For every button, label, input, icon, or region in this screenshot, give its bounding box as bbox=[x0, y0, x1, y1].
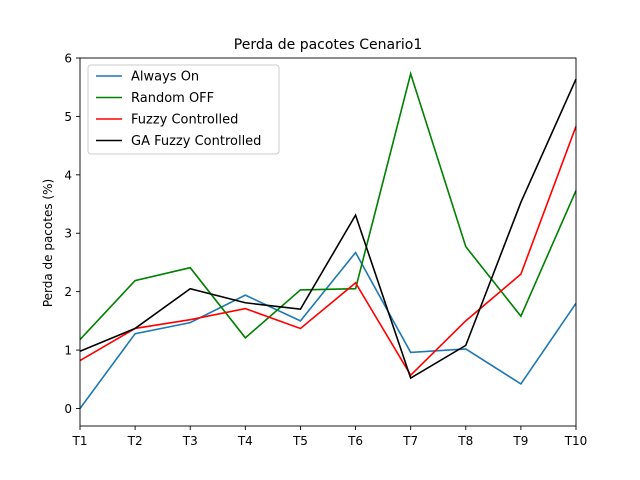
axes: T1 T2 T3 T4 T5 T6 T7 T8 T9 T10 0 1 2 3 4 5 6 bbox=[64, 52, 587, 449]
x-tick-label: T4 bbox=[237, 434, 253, 448]
y-tick-label: 0 bbox=[64, 402, 72, 416]
legend: Always On Random OFF Fuzzy Controlled GA Fu… bbox=[87, 64, 280, 155]
legend-label-4: GA Fuzzy Controlled bbox=[131, 134, 261, 149]
series-line-1 bbox=[79, 251, 577, 409]
x-tick-label: T3 bbox=[182, 434, 198, 448]
y-tick-label: 3 bbox=[64, 227, 72, 241]
legend-label-2: Random OFF bbox=[131, 91, 214, 106]
x-tick-label: T5 bbox=[292, 434, 308, 448]
x-tick-label: T9 bbox=[512, 434, 528, 448]
y-tick-label: 6 bbox=[64, 52, 72, 66]
series-line-4 bbox=[79, 78, 577, 380]
x-tick-label: T1 bbox=[72, 434, 88, 448]
legend-label-1: Always On bbox=[131, 70, 199, 85]
legend-box bbox=[87, 64, 280, 155]
x-tick-label: T8 bbox=[457, 434, 473, 448]
series-line-3 bbox=[79, 126, 577, 377]
series-line-2 bbox=[79, 70, 577, 341]
y-tick-label: 1 bbox=[64, 344, 72, 358]
y-tick-label: 5 bbox=[64, 110, 72, 124]
y-tick-label: 2 bbox=[64, 285, 72, 299]
legend-label-3: Fuzzy Controlled bbox=[131, 113, 238, 128]
x-tick-label: T10 bbox=[564, 434, 588, 448]
x-tick-label: T2 bbox=[127, 434, 143, 448]
plot-frame bbox=[79, 57, 577, 427]
y-tick-label: 4 bbox=[64, 168, 72, 182]
y-axis-label: Perda de pacotes (%) bbox=[41, 179, 55, 307]
chart-title: Perda de pacotes Cenario1 bbox=[234, 37, 422, 53]
x-tick-label: T6 bbox=[347, 434, 363, 448]
plot-area bbox=[79, 70, 577, 409]
x-tick-label: T7 bbox=[402, 434, 418, 448]
